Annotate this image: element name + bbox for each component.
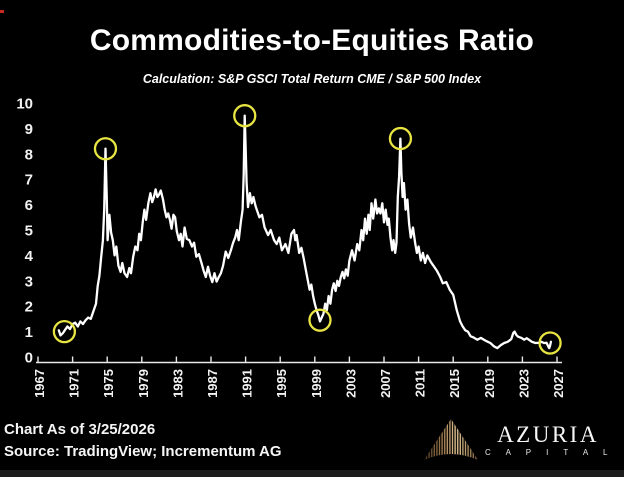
highlight-circle [388, 126, 413, 151]
y-axis-label: 0 [25, 350, 33, 367]
y-axis-label: 10 [16, 96, 33, 113]
y-axis-label: 4 [25, 248, 34, 265]
bottom-strip [0, 470, 624, 477]
ratio-line-series [57, 114, 553, 350]
pyramid-icon [424, 419, 479, 460]
x-axis-label: 2019 [482, 369, 497, 398]
x-axis-label: 1967 [32, 369, 47, 398]
y-axis-label: 2 [25, 299, 33, 316]
y-axis-label: 5 [25, 223, 33, 240]
chart-subtitle: Calculation: S&P GSCI Total Return CME /… [142, 72, 482, 86]
y-axis-label: 7 [25, 172, 33, 189]
x-axis-label: 1995 [274, 369, 289, 398]
azuria-capital-logo: AZURIA C A P I T A L [422, 416, 614, 464]
x-axis-label: 1971 [67, 369, 82, 398]
x-axis-label: 1975 [101, 369, 116, 398]
as-of-date: Chart As of 3/25/2026 [4, 421, 156, 438]
page-title: Commodities-to-Equities Ratio [89, 24, 535, 57]
x-axis-label: 2003 [343, 369, 358, 398]
x-axis-label: 1979 [136, 369, 151, 398]
logo-name: AZURIA [497, 422, 599, 447]
x-axis-label: 2023 [516, 369, 531, 398]
highlight-circle [538, 331, 562, 355]
x-axis-label: 2015 [447, 369, 462, 398]
y-axis-label: 8 [25, 146, 33, 163]
x-axis-label: 2027 [551, 369, 566, 398]
y-axis-label: 6 [25, 197, 33, 214]
logo-tagline: C A P I T A L [485, 448, 614, 457]
highlight-circle [308, 308, 332, 332]
highlight-circle [233, 104, 257, 128]
x-axis-label: 1987 [205, 369, 220, 398]
y-axis-label: 3 [25, 273, 33, 290]
y-axis-label: 9 [25, 121, 33, 138]
recording-artifact [0, 10, 4, 13]
x-axis-label: 2011 [413, 369, 428, 397]
x-axis-label: 1999 [309, 369, 324, 398]
y-axis-label: 1 [25, 324, 33, 341]
highlight-circle [52, 319, 77, 344]
x-axis-label: 1983 [170, 369, 185, 398]
source-credit: Source: TradingView; Incrementum AG [4, 443, 282, 460]
x-axis-label: 2007 [378, 369, 393, 398]
highlight-circle [93, 137, 118, 161]
x-axis-label: 1991 [240, 369, 255, 398]
chart-footer: Chart As of 3/25/2026 Source: TradingVie… [4, 419, 282, 463]
